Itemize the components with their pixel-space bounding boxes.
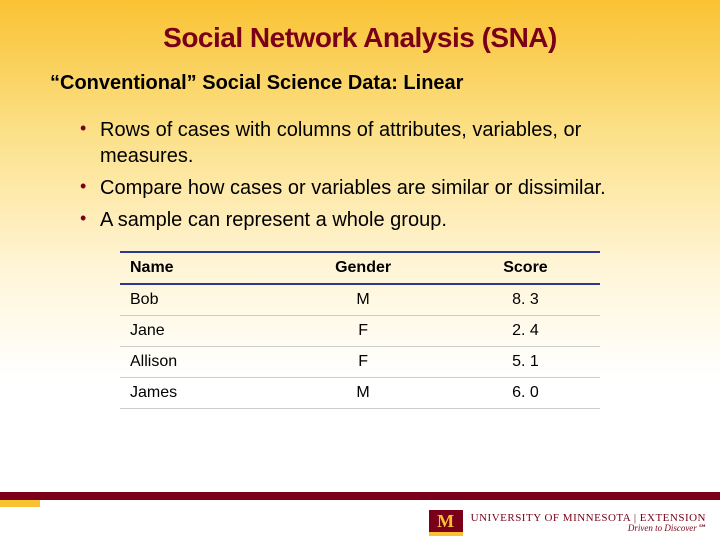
table-cell: 8. 3 <box>451 284 600 316</box>
table-row: James M 6. 0 <box>120 378 600 409</box>
bullet-item: A sample can represent a whole group. <box>80 207 670 233</box>
table-cell: F <box>275 347 451 378</box>
table-cell: 5. 1 <box>451 347 600 378</box>
table-cell: F <box>275 316 451 347</box>
bullet-text: Rows of cases with columns of attributes… <box>100 119 581 167</box>
table-cell: M <box>275 284 451 316</box>
umn-m-icon: M <box>429 510 463 536</box>
table-row: Jane F 2. 4 <box>120 316 600 347</box>
table-header-cell: Gender <box>275 252 451 284</box>
table-row: Allison F 5. 1 <box>120 347 600 378</box>
footer-logo-text: UNIVERSITY OF MINNESOTA | EXTENSION Driv… <box>471 513 706 533</box>
slide-title: Social Network Analysis (SNA) <box>0 0 720 54</box>
bullet-text: Compare how cases or variables are simil… <box>100 177 606 199</box>
table-cell: M <box>275 378 451 409</box>
table-cell: 6. 0 <box>451 378 600 409</box>
slide: Social Network Analysis (SNA) “Conventio… <box>0 0 720 540</box>
bullet-list: Rows of cases with columns of attributes… <box>0 95 720 233</box>
table-header-cell: Score <box>451 252 600 284</box>
umn-m-letter: M <box>437 511 454 532</box>
slide-subtitle: “Conventional” Social Science Data: Line… <box>0 54 720 95</box>
footer-tagline: Driven to Discover℠ <box>471 524 706 533</box>
table-cell: Allison <box>120 347 275 378</box>
table-cell: Bob <box>120 284 275 316</box>
table-cell: James <box>120 378 275 409</box>
data-table: Name Gender Score Bob M 8. 3 Jane F 2. 4… <box>120 251 600 409</box>
bullet-text: A sample can represent a whole group. <box>100 209 447 231</box>
bullet-item: Compare how cases or variables are simil… <box>80 175 670 201</box>
table-row: Bob M 8. 3 <box>120 284 600 316</box>
footer-bar <box>0 492 720 500</box>
footer-logo: M UNIVERSITY OF MINNESOTA | EXTENSION Dr… <box>429 510 706 536</box>
table-header-cell: Name <box>120 252 275 284</box>
footer-accent <box>0 500 40 507</box>
table-header-row: Name Gender Score <box>120 252 600 284</box>
table-cell: Jane <box>120 316 275 347</box>
bullet-item: Rows of cases with columns of attributes… <box>80 117 670 169</box>
table-cell: 2. 4 <box>451 316 600 347</box>
